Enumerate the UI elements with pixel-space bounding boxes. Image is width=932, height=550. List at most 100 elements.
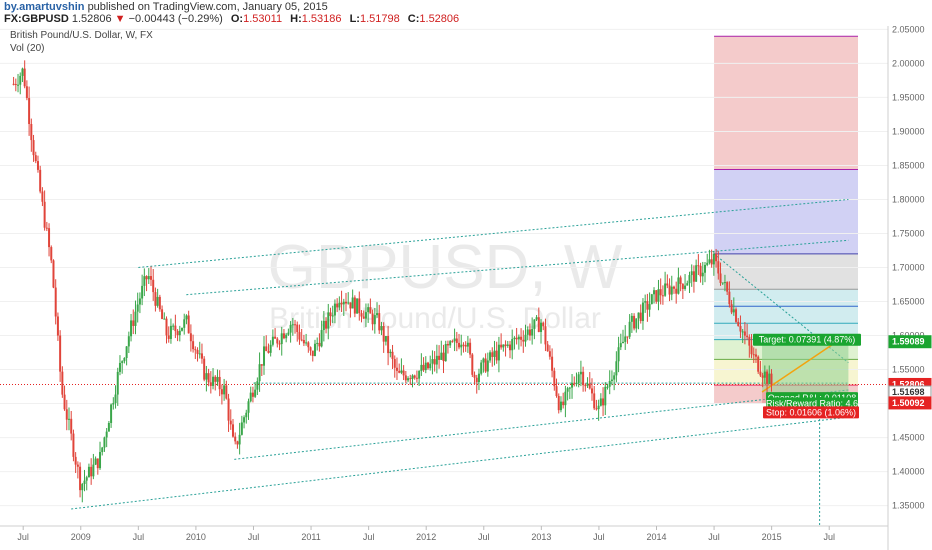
candle-body	[313, 343, 316, 356]
candle-body	[76, 464, 79, 467]
candle-body	[608, 381, 611, 387]
candle-body	[739, 325, 742, 332]
candle-body	[664, 283, 667, 296]
candle-body	[67, 418, 70, 420]
candle-body	[285, 334, 288, 339]
candle-body	[675, 288, 678, 294]
candle-body	[278, 343, 281, 345]
candle-body	[688, 275, 691, 284]
candle-body	[101, 447, 104, 453]
candle-body	[504, 344, 507, 346]
candle-body	[520, 336, 523, 340]
candle-body	[351, 297, 354, 309]
candle-body	[149, 276, 152, 280]
rr-label: Risk/Reward Ratio: 4.6	[766, 399, 858, 409]
candle-body	[243, 417, 246, 423]
candle-body	[174, 325, 177, 332]
candle-body	[551, 356, 554, 371]
candle-body	[626, 336, 629, 338]
price-label-text: 1.59089	[892, 337, 925, 347]
candle-body	[223, 385, 226, 395]
candle-body	[212, 376, 215, 386]
candle-body	[387, 336, 390, 354]
time-tick-label: 2013	[531, 532, 551, 542]
candle-body	[48, 228, 51, 248]
candle-body	[695, 265, 698, 282]
candle-body	[732, 309, 735, 313]
candle-body	[743, 331, 746, 336]
position-arrow-line	[761, 339, 840, 393]
price-label-box	[888, 396, 932, 410]
candle-body	[659, 289, 662, 296]
candle-body	[358, 298, 361, 314]
candle-body	[590, 388, 593, 394]
candle-body	[497, 344, 500, 361]
candle-body	[466, 342, 469, 347]
price-tick-label: 1.65000	[892, 297, 925, 307]
candle-body	[192, 341, 195, 350]
candle-body	[484, 358, 487, 372]
grid	[0, 28, 888, 507]
candle-body	[258, 364, 261, 382]
candle-body	[559, 401, 562, 411]
candle-body	[145, 276, 148, 280]
candle-body	[535, 317, 538, 320]
candle-body	[134, 311, 137, 326]
candle-body	[641, 302, 644, 322]
candle-body	[684, 285, 687, 289]
legend-volume: Vol (20)	[10, 43, 45, 54]
candle-body	[613, 375, 616, 380]
author-link[interactable]: by.amartuvshin	[4, 1, 85, 13]
candle-body	[555, 386, 558, 397]
candle-body	[169, 325, 172, 339]
candle-body	[178, 330, 181, 336]
candle-body	[369, 307, 372, 314]
target-label-bg	[753, 333, 861, 346]
candle-body	[482, 358, 485, 363]
candle-body	[296, 324, 299, 333]
low-label: L:	[349, 13, 360, 25]
candle-body	[309, 347, 312, 351]
candle-body	[158, 296, 161, 310]
candle-body	[635, 318, 638, 329]
candle-body	[209, 382, 212, 386]
candle-body	[524, 334, 527, 342]
time-tick-label: 2010	[186, 532, 206, 542]
candle-body	[17, 84, 20, 86]
candle-body	[282, 333, 285, 339]
candle-body	[378, 313, 381, 331]
candle-body	[741, 331, 744, 333]
price-tick-label: 1.90000	[892, 126, 925, 136]
time-tick-label: 2015	[762, 532, 782, 542]
candle-body	[218, 376, 221, 390]
price-tick-label: 1.45000	[892, 433, 925, 443]
price-tick-label: 1.85000	[892, 160, 925, 170]
time-tick-label: 2012	[416, 532, 436, 542]
candle-body	[327, 312, 330, 329]
candle-body	[39, 169, 42, 192]
candle-body	[469, 342, 472, 355]
candle-body	[511, 339, 514, 351]
candle-body	[540, 322, 543, 332]
candle-body	[256, 381, 259, 390]
candle-body	[183, 319, 186, 328]
candle-body	[214, 376, 217, 382]
candle-body	[726, 282, 729, 292]
candle-body	[167, 335, 170, 339]
candle-body	[187, 315, 190, 334]
candle-body	[699, 265, 702, 277]
candle-body	[92, 464, 95, 477]
candle-body	[679, 277, 682, 284]
candle-body	[624, 336, 627, 342]
price-chart[interactable]: GBPUSD, W British Pound/U.S. Dollar 2.05…	[0, 26, 932, 550]
change-value: −0.00443 (−0.29%)	[128, 13, 223, 25]
candle-body	[318, 342, 321, 347]
last-price: 1.52806	[71, 13, 112, 25]
time-tick-label: Jul	[133, 532, 145, 542]
price-tick-label: 2.00000	[892, 58, 925, 68]
close-label: C:	[407, 13, 420, 25]
candle-body	[544, 326, 547, 345]
candle-body	[360, 313, 363, 317]
candle-body	[316, 342, 319, 344]
candle-body	[147, 276, 150, 280]
